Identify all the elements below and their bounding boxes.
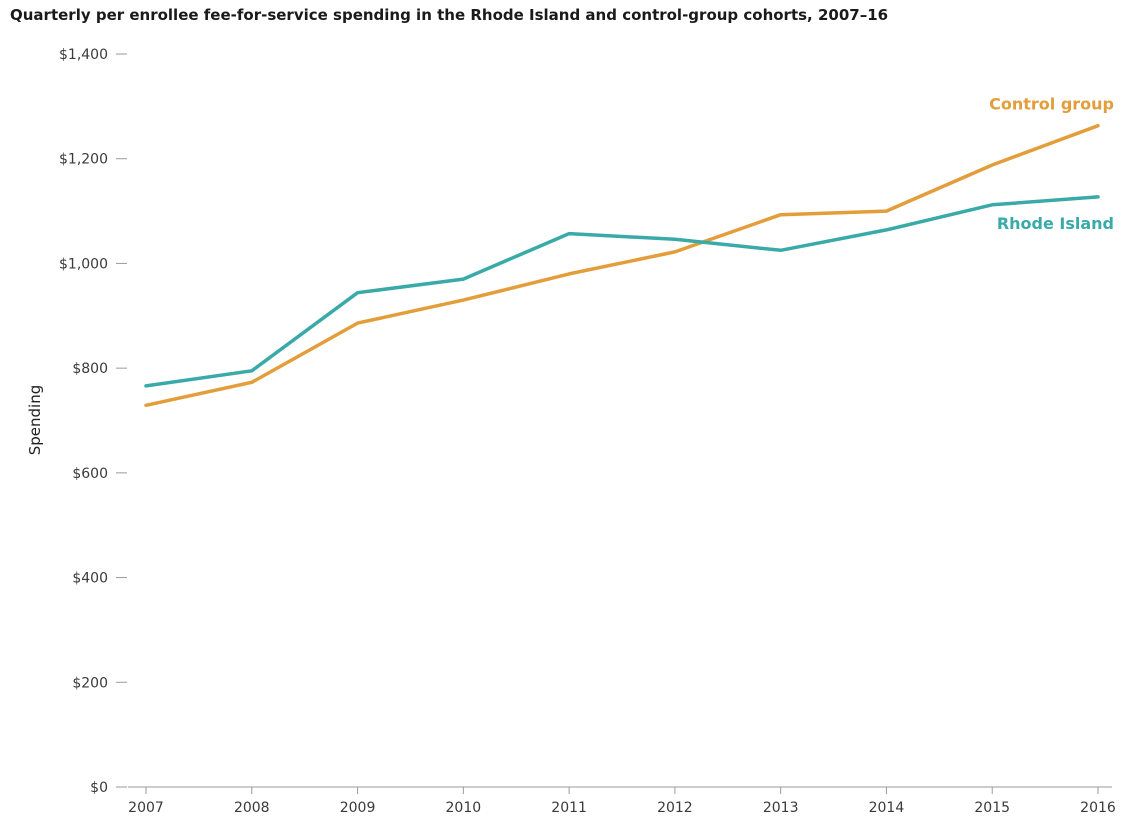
x-tick-label: 2016	[1080, 800, 1116, 816]
y-axis-title: Spending	[26, 385, 44, 456]
x-tick-label: 2012	[657, 800, 693, 816]
series-line-rhode-island	[144, 195, 1100, 388]
x-axis: 2007 2008 2009 2010 2011 2012 2013 2014 2015 2016	[128, 786, 1116, 816]
x-tick-label: 2011	[551, 800, 587, 816]
x-tick-label: 2013	[763, 800, 799, 816]
y-tick-label: $200	[72, 675, 108, 691]
series-labels: Control group Rhode Island	[989, 95, 1114, 233]
y-axis: $0 $200 $400 $600 $800 $1,000 $1,200 $1,400	[59, 47, 127, 796]
y-tick-label: $1,000	[59, 256, 108, 272]
chart-title: Quarterly per enrollee fee-for-service s…	[10, 6, 889, 24]
y-tick-label: $0	[90, 780, 108, 796]
series-label-rhode-island: Rhode Island	[997, 214, 1114, 233]
series-lines	[144, 123, 1100, 408]
y-tick-label: $800	[72, 361, 108, 377]
x-tick-label: 2009	[340, 800, 376, 816]
y-tick-label: $400	[72, 571, 108, 587]
x-tick-label: 2015	[974, 800, 1010, 816]
x-tick-label: 2014	[869, 800, 905, 816]
x-tick-label: 2008	[234, 800, 270, 816]
y-tick-label: $600	[72, 466, 108, 482]
y-tick-label: $1,400	[59, 47, 108, 63]
series-line-control-group	[144, 123, 1100, 408]
y-tick-label: $1,200	[59, 152, 108, 168]
x-tick-label: 2010	[446, 800, 482, 816]
x-tick-label: 2007	[128, 800, 164, 816]
series-label-control-group: Control group	[989, 95, 1114, 114]
